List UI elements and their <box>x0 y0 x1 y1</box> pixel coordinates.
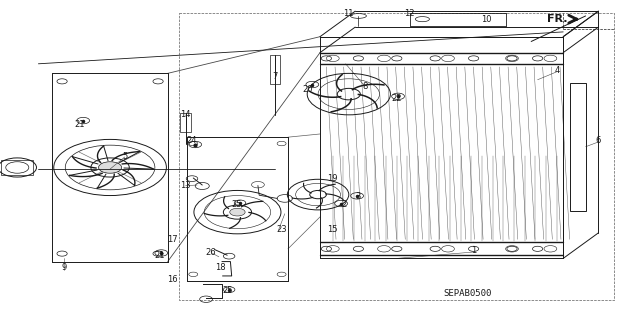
Text: FR.: FR. <box>547 14 567 24</box>
Text: 5: 5 <box>122 152 127 161</box>
Text: 2: 2 <box>342 200 347 209</box>
Text: 10: 10 <box>481 15 492 24</box>
Circle shape <box>99 162 122 173</box>
Circle shape <box>230 208 245 216</box>
Bar <box>270 55 280 84</box>
Text: 15: 15 <box>328 225 338 234</box>
Text: 24: 24 <box>187 136 197 145</box>
Text: 25: 25 <box>232 200 242 209</box>
Text: 19: 19 <box>328 174 338 183</box>
Text: 21: 21 <box>155 251 165 260</box>
Text: 3: 3 <box>356 192 361 201</box>
Text: 9: 9 <box>61 263 67 272</box>
Bar <box>180 113 191 132</box>
Text: 13: 13 <box>180 181 191 189</box>
Text: 1: 1 <box>471 246 476 255</box>
Text: 17: 17 <box>168 235 178 244</box>
Text: 18: 18 <box>216 263 226 272</box>
Text: 16: 16 <box>168 275 178 284</box>
Text: 23: 23 <box>276 225 287 234</box>
Text: 14: 14 <box>180 110 191 119</box>
Text: 8: 8 <box>362 82 367 91</box>
Text: 11: 11 <box>344 9 354 18</box>
Text: 7: 7 <box>273 72 278 81</box>
Text: SEPAB0500: SEPAB0500 <box>443 289 492 298</box>
Bar <box>1 160 33 175</box>
Text: 20: 20 <box>302 85 312 94</box>
Text: 21: 21 <box>75 120 85 129</box>
Text: 25: 25 <box>222 286 232 295</box>
Bar <box>570 83 586 211</box>
Text: 12: 12 <box>404 9 415 18</box>
Text: 26: 26 <box>206 248 216 256</box>
Text: 6: 6 <box>596 136 601 145</box>
Text: 22: 22 <box>392 94 402 103</box>
Text: 4: 4 <box>554 66 559 75</box>
